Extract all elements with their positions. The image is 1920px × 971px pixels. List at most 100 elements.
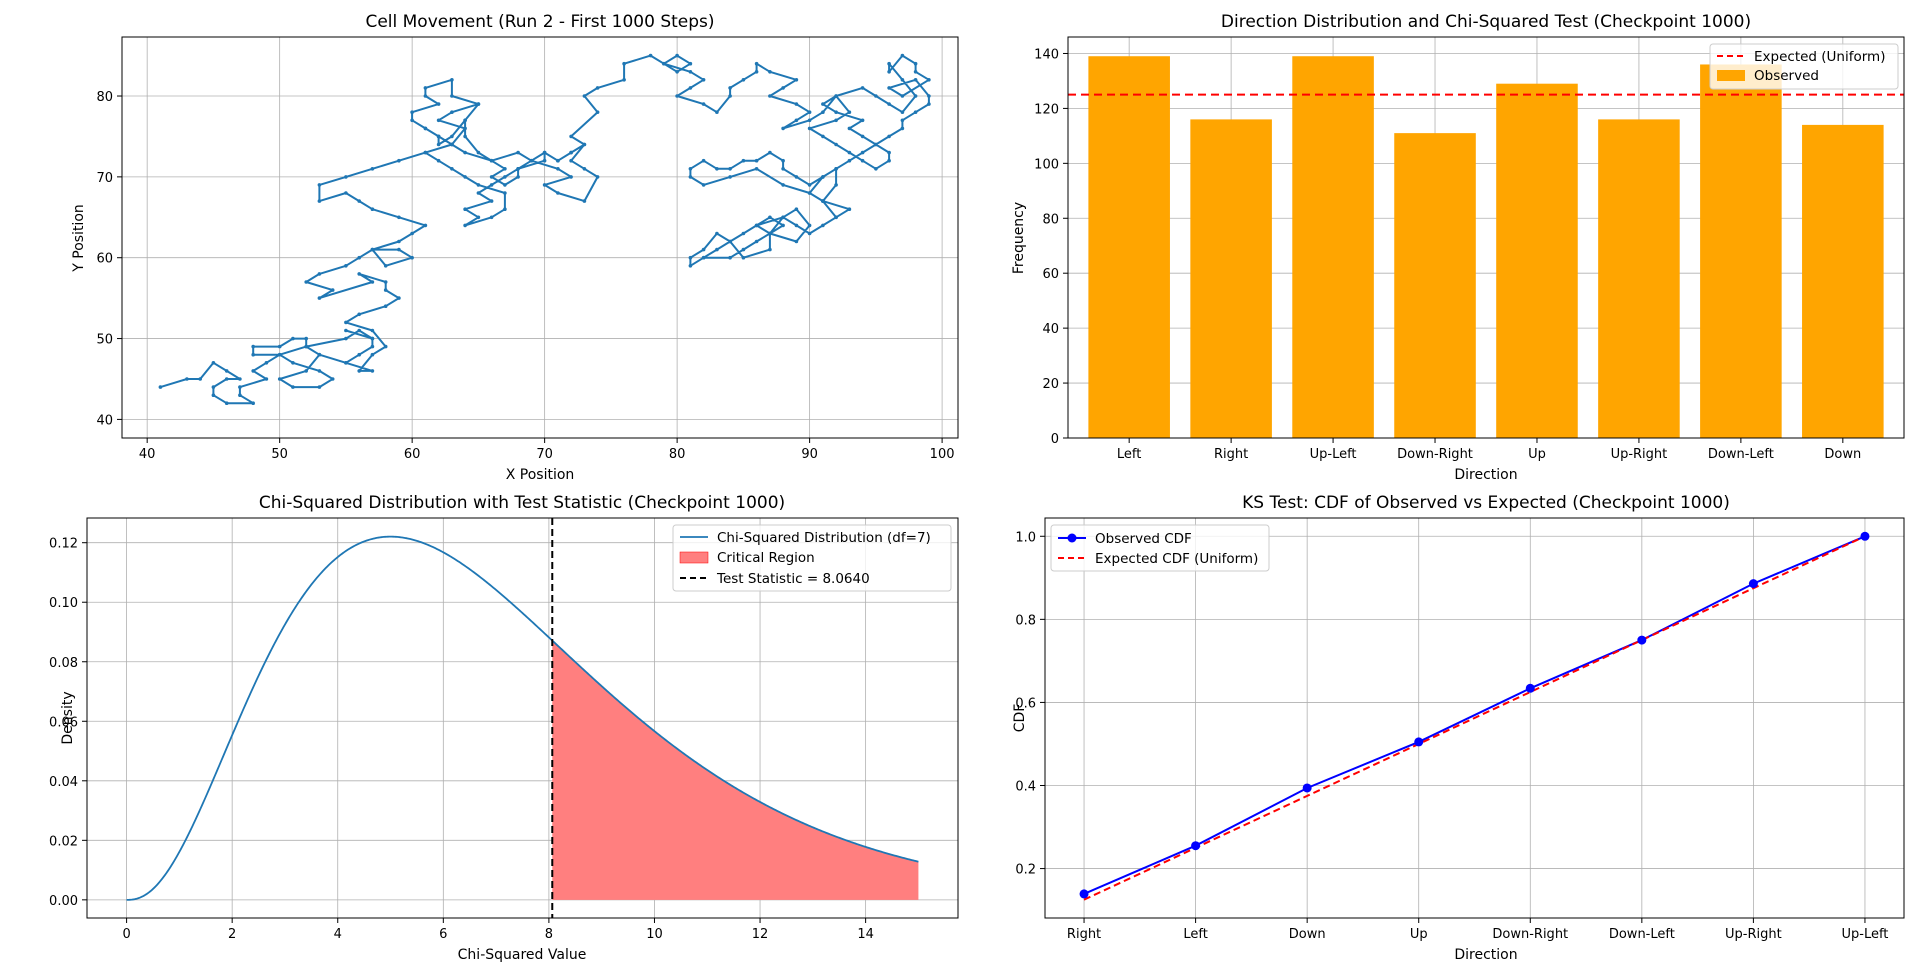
walk-point <box>595 175 600 179</box>
y-tick-label: 80 <box>1042 212 1059 227</box>
walk-point <box>317 385 322 389</box>
walk-point <box>476 191 481 195</box>
walk-point <box>701 183 706 187</box>
walk-point <box>450 167 454 171</box>
walk-point <box>264 361 269 365</box>
walk-point <box>423 94 428 98</box>
walk-point <box>344 320 348 325</box>
walk-point <box>569 175 573 179</box>
x-tick-label: 8 <box>545 927 553 942</box>
walk-point <box>264 377 269 381</box>
walk-point <box>277 377 282 381</box>
walk-point <box>330 288 335 292</box>
walk-point <box>622 61 626 66</box>
bar-up <box>1496 83 1578 439</box>
y-tick-label: 0.4 <box>1015 779 1036 794</box>
chi-squared-frame <box>86 517 959 919</box>
walk-point <box>317 272 322 276</box>
walk-point <box>874 142 878 147</box>
walk-point <box>463 207 467 211</box>
walk-point <box>503 191 507 195</box>
walk-point <box>874 167 878 171</box>
walk-point <box>582 167 587 171</box>
x-tick-label: Right <box>1067 927 1101 942</box>
walk-point <box>582 142 587 147</box>
legend-expected-cdf-label: Expected CDF (Uniform) <box>1095 551 1258 567</box>
walk-point <box>741 255 746 260</box>
y-tick-label: 0.00 <box>49 894 78 909</box>
walk-point <box>370 369 375 373</box>
walk-point <box>887 70 891 74</box>
walk-point <box>715 231 719 236</box>
x-tick-label: Down <box>1824 447 1861 462</box>
direction-title: Direction Distribution and Chi-Squared T… <box>1221 12 1751 32</box>
walk-point <box>251 344 255 349</box>
walk-point <box>794 207 799 211</box>
walk-point <box>688 255 693 260</box>
walk-point <box>158 385 163 389</box>
walk-point <box>847 158 852 163</box>
walk-point <box>397 239 401 244</box>
walk-point <box>436 134 441 139</box>
walk-point <box>847 110 852 114</box>
walk-point <box>768 70 772 74</box>
walk-point <box>794 102 799 106</box>
direction-xlabel: Direction <box>1454 467 1517 483</box>
walk-point <box>860 86 865 90</box>
walk-point <box>860 158 865 163</box>
walk-point <box>807 231 812 236</box>
walk-point <box>728 86 732 90</box>
walk-point <box>794 223 799 228</box>
walk-point <box>370 167 375 171</box>
y-tick-label: 120 <box>1034 102 1059 117</box>
walk-point <box>291 385 295 389</box>
legend-expected-label: Expected (Uniform) <box>1754 49 1885 65</box>
walk-point <box>715 247 719 252</box>
walk-point <box>423 223 428 228</box>
walk-point <box>383 288 388 292</box>
x-tick-label: Left <box>1117 447 1141 462</box>
observed-cdf-line <box>1083 535 1866 895</box>
walk-point <box>701 158 706 163</box>
walk-point <box>304 280 309 284</box>
walk-point <box>317 296 322 300</box>
walk-point <box>370 207 375 211</box>
y-tick-label: 0.08 <box>49 656 78 671</box>
x-tick-label: Down <box>1289 927 1326 942</box>
chi-squared-chart: 0 2 4 6 8 10 12 140.000.020.040.060.080.100.12 … <box>49 493 959 963</box>
walk-point <box>807 126 812 131</box>
walk-point <box>410 255 414 260</box>
x-tick-label: 80 <box>669 447 686 462</box>
walk-point <box>847 150 852 155</box>
y-tick-label: 140 <box>1034 47 1059 62</box>
walk-point <box>887 86 891 90</box>
y-tick-label: 0.8 <box>1015 613 1036 628</box>
x-tick-label: 60 <box>404 447 421 462</box>
walk-point <box>768 247 772 252</box>
walk-point <box>238 385 242 389</box>
chi-squared-ylabel: Density <box>60 691 76 744</box>
walk-point <box>450 142 454 147</box>
walk-point <box>860 150 865 155</box>
legend-test-stat-label: Test Statistic = 8.0640 <box>716 571 870 587</box>
ks-test-legend-box <box>1050 524 1270 572</box>
walk-point <box>211 361 216 365</box>
walk-point <box>834 167 838 171</box>
walk-point <box>211 385 216 389</box>
chi-squared-title: Chi-Squared Distribution with Test Stati… <box>259 493 785 513</box>
walk-point <box>317 369 322 373</box>
walk-point <box>582 94 587 98</box>
walk-point <box>834 94 838 98</box>
observed-cdf-point <box>1748 579 1758 589</box>
direction-ticks: 0 20 40 60 80 100 120 140 Left Right Up-Left Down-R… <box>1034 47 1861 462</box>
observed-cdf-point <box>1637 635 1647 645</box>
x-tick-label: 10 <box>646 927 663 942</box>
walk-point <box>741 247 746 252</box>
observed-cdf-point <box>1302 783 1312 793</box>
walk-point <box>423 126 428 131</box>
walk-point <box>542 150 547 155</box>
walk-point <box>847 126 852 131</box>
ks-test-xlabel: Direction <box>1454 947 1517 963</box>
x-tick-label: Right <box>1214 447 1248 462</box>
